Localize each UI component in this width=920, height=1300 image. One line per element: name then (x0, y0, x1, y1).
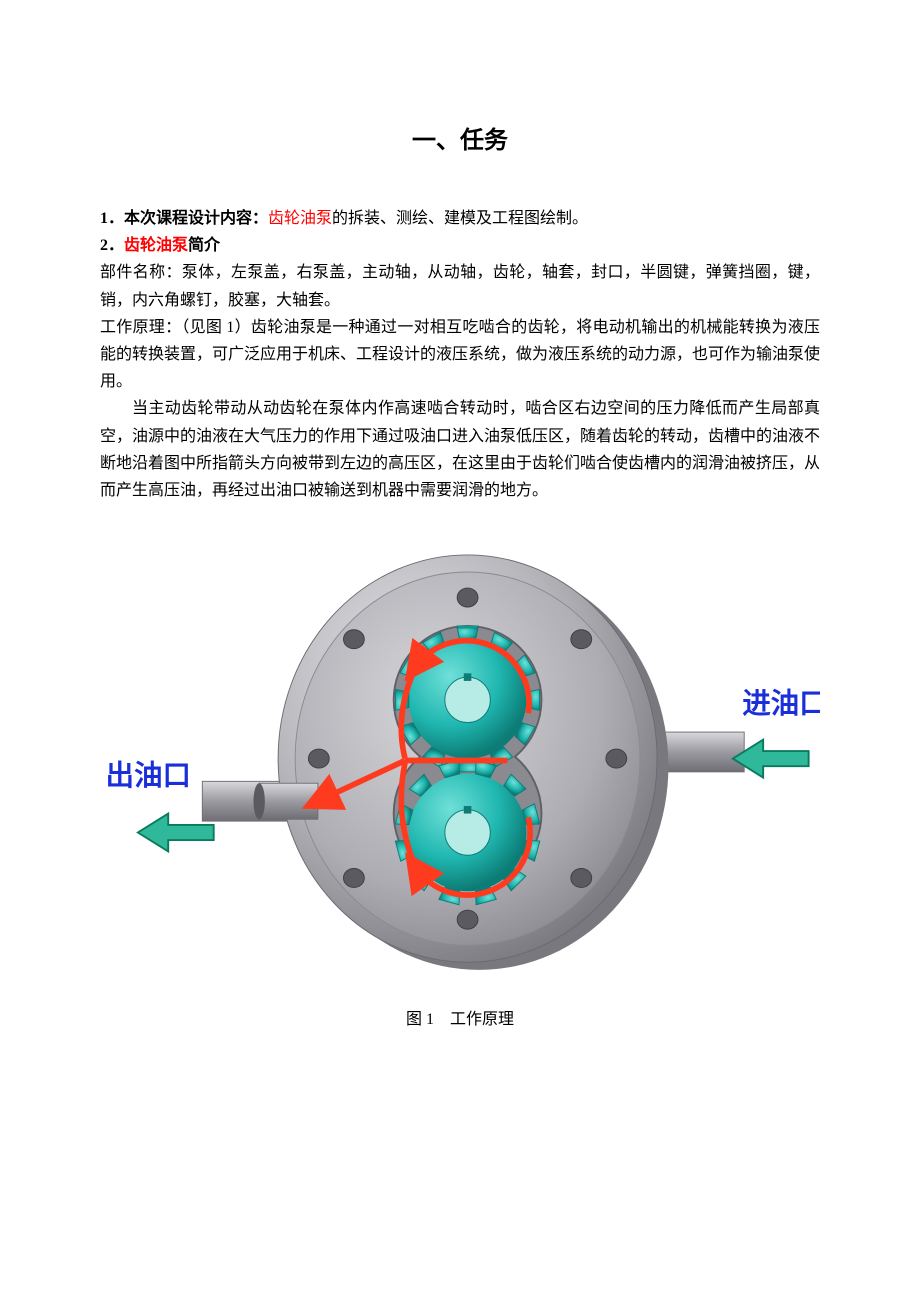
outlet-nozzle-end (253, 783, 264, 819)
line-2-red: 齿轮油泵 (124, 237, 188, 254)
outlet-label: 出油口 (106, 760, 191, 792)
principle-paragraph: 工作原理：（见图 1）齿轮油泵是一种通过一对相互吃啮合的齿轮，将电动机输出的机械… (100, 314, 820, 396)
components-paragraph: 部件名称：泵体，左泵盖，右泵盖，主动轴，从动轴，齿轮，轴套，封口，半圆键，弹簧挡… (100, 259, 820, 313)
outlet-label-group: 出油口 (106, 760, 214, 851)
line-2-suffix: 简介 (188, 237, 220, 254)
line-2-prefix: 2． (100, 237, 124, 254)
figure-1: 进油口 出油口 (100, 514, 820, 1007)
line-1-red: 齿轮油泵 (268, 210, 332, 227)
line-1-prefix: 1．本次课程设计内容： (100, 210, 268, 227)
line-1: 1．本次课程设计内容：齿轮油泵的拆装、测绘、建模及工程图绘制。 (100, 205, 820, 232)
line-1-suffix: 的拆装、测绘、建模及工程图绘制。 (332, 210, 588, 227)
inlet-label: 进油口 (742, 688, 820, 720)
document-page: 一、任务 1．本次课程设计内容：齿轮油泵的拆装、测绘、建模及工程图绘制。 2．齿… (0, 0, 920, 1089)
gear-pump-diagram: 进油口 出油口 (100, 514, 820, 1007)
bottom-gear (395, 760, 539, 904)
inlet-label-group: 进油口 (733, 688, 820, 777)
figure-caption: 图 1 工作原理 (100, 1005, 820, 1029)
line-2: 2．齿轮油泵简介 (100, 232, 820, 259)
section-title: 一、任务 (100, 120, 820, 155)
outlet-nozzle (259, 783, 318, 819)
detail-paragraph: 当主动齿轮带动从动齿轮在泵体内作高速啮合转动时，啮合区右边空间的压力降低而产生局… (100, 395, 820, 504)
